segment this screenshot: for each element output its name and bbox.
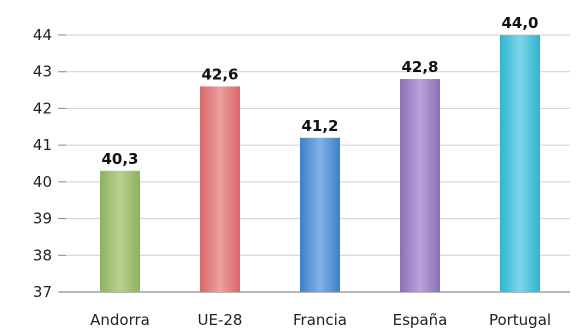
bar-andorra: [100, 170, 140, 292]
bar-españa: [400, 79, 440, 292]
data-label: 42,8: [401, 58, 438, 76]
y-tick-label: 44: [33, 26, 52, 44]
bar-ue-28: [200, 86, 240, 293]
y-tick-label: 42: [33, 99, 52, 117]
data-label: 40,3: [101, 150, 138, 168]
y-tick-label: 43: [33, 63, 52, 81]
data-label: 42,6: [201, 65, 238, 83]
y-tick-label: 40: [33, 173, 52, 191]
data-label: 44,0: [501, 14, 538, 32]
y-tick-label: 37: [33, 283, 52, 301]
bar-portugal: [500, 35, 540, 292]
x-category-label: UE-28: [198, 311, 243, 329]
x-category-label: España: [393, 311, 448, 329]
x-category-label: Portugal: [489, 311, 551, 329]
y-tick-label: 41: [33, 136, 52, 154]
x-category-label: Francia: [293, 311, 347, 329]
y-tick-label: 38: [33, 246, 52, 264]
bar-francia: [300, 137, 340, 292]
bars: [100, 35, 540, 293]
y-tick-label: 39: [33, 210, 52, 228]
x-category-label: Andorra: [90, 311, 150, 329]
labels: 40,3 Andorra 42,6 UE-28 41,2 Francia 42,8 Españ…: [90, 14, 551, 329]
data-label: 41,2: [301, 117, 338, 135]
y-axis: 37 38 39 40 41 42 43 44: [33, 26, 66, 301]
